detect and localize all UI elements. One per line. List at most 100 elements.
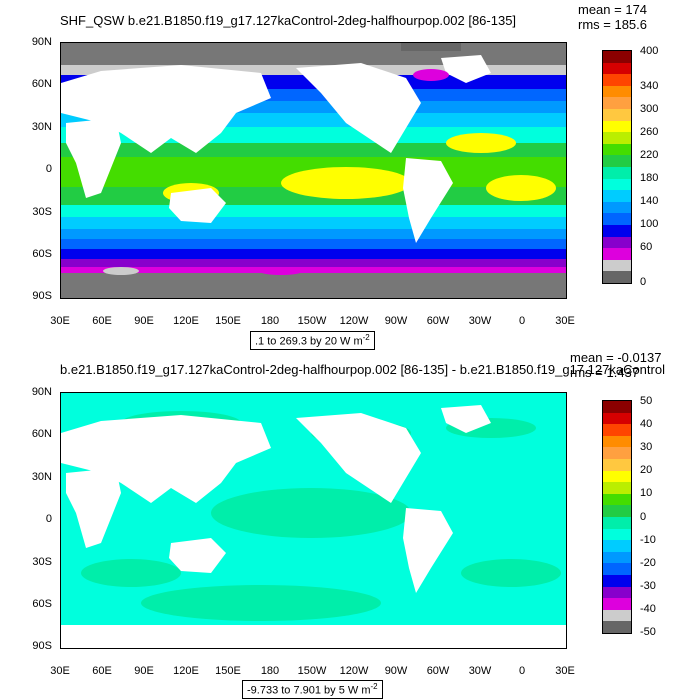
colorbar-swatch: [603, 424, 631, 437]
lon-label: 30E: [50, 315, 70, 327]
lon-label: 120W: [339, 315, 369, 327]
colorbar-label: -10: [640, 534, 656, 546]
colorbar-swatch: [603, 190, 631, 203]
lon-label: 60W: [426, 665, 450, 677]
lon-label: 30E: [555, 665, 575, 677]
colorbar-swatch: [603, 85, 631, 98]
lon-label: 0: [518, 315, 526, 327]
lon-label: 90E: [134, 665, 154, 677]
colorbar-swatch: [603, 540, 631, 553]
bottom-stats: mean = -0.0137 rms = 1.437: [570, 350, 661, 380]
colorbar-label: -40: [640, 603, 656, 615]
top-colorbar: [602, 50, 632, 284]
colorbar-label: 20: [640, 464, 653, 476]
lon-label: 120W: [339, 665, 369, 677]
antarctica-land: [61, 625, 566, 648]
colorbar-swatch: [603, 470, 631, 483]
antarctic-band: [61, 273, 566, 298]
colorbar-label: 340: [640, 80, 659, 92]
africa-land: [66, 468, 121, 548]
lat-label: 60S: [32, 598, 52, 610]
australia-land: [169, 538, 226, 573]
lat-label: 90S: [32, 290, 52, 302]
colorbar-label: 220: [640, 149, 659, 161]
colorbar-swatch: [603, 62, 631, 75]
colorbar-swatch: [603, 586, 631, 599]
colorbar-swatch: [603, 575, 631, 588]
bottom-range-text: -9.733 to 7.901 by 5 W m: [247, 684, 371, 697]
colorbar-swatch: [603, 201, 631, 214]
lat-label: 0: [45, 163, 52, 175]
lat-label: 60N: [31, 78, 52, 90]
lon-label: 90W: [384, 665, 408, 677]
colorbar-swatch: [603, 621, 631, 634]
colorbar-label: 0: [640, 276, 647, 288]
colorbar-swatch: [603, 505, 631, 518]
colorbar-swatch: [603, 236, 631, 249]
colorbar-swatch: [603, 551, 631, 564]
colorbar-swatch: [603, 213, 631, 226]
top-map-field: [61, 43, 566, 298]
bottom-range-unit-exponent: -2: [370, 682, 378, 691]
colorbar-swatch: [603, 120, 631, 133]
lon-label: 120E: [173, 315, 199, 327]
lon-label: 180: [260, 665, 280, 677]
top-range-box: .1 to 269.3 by 20 W m-2: [250, 331, 375, 350]
colorbar-label: -30: [640, 580, 656, 592]
bottom-colorbar: [602, 400, 632, 634]
colorbar-label: 30: [640, 441, 653, 453]
colorbar-label: 60: [640, 241, 653, 253]
colorbar-swatch: [603, 167, 631, 180]
lat-label: 30N: [31, 121, 52, 133]
greenland-land: [441, 55, 491, 83]
top-range-text: .1 to 269.3 by 20 W m: [255, 335, 363, 348]
colorbar-label: 300: [640, 103, 659, 115]
bottom-map-field: [61, 393, 566, 648]
colorbar-swatch: [603, 109, 631, 122]
lat-label: 30S: [32, 206, 52, 218]
colorbar-swatch: [603, 598, 631, 611]
colorbar-swatch: [603, 401, 631, 414]
colorbar-swatch: [603, 51, 631, 64]
bottom-plot-title: b.e21.B1850.f19_g17.127kaControl-2deg-ha…: [60, 362, 665, 377]
colorbar-label: -20: [640, 557, 656, 569]
colorbar-label: -50: [640, 626, 656, 638]
lon-label: 150E: [215, 665, 241, 677]
colorbar-swatch: [603, 259, 631, 272]
colorbar-swatch: [603, 412, 631, 425]
top-plot-title: SHF_QSW b.e21.B1850.f19_g17.127kaControl…: [60, 13, 517, 28]
lat-label: 90N: [31, 36, 52, 48]
colorbar-swatch: [603, 143, 631, 156]
lon-label: 150E: [215, 315, 241, 327]
colorbar-label: 10: [640, 487, 653, 499]
colorbar-swatch: [603, 447, 631, 460]
top-range-unit-exponent: -2: [362, 333, 370, 342]
southern-ocean-band: [61, 249, 566, 259]
lon-label: 30E: [555, 315, 575, 327]
lat-label: 90S: [32, 640, 52, 652]
colorbar-label: 40: [640, 418, 653, 430]
colorbar-swatch: [603, 178, 631, 191]
australia-land: [169, 188, 226, 223]
bottom-rms: rms = 1.437: [570, 365, 640, 380]
africa-land: [66, 118, 121, 198]
lon-label: 90E: [134, 315, 154, 327]
top-stats: mean = 174 rms = 185.6: [578, 2, 647, 32]
bottom-map: [60, 392, 567, 649]
eurasia-land: [61, 415, 271, 503]
lat-label: 30N: [31, 471, 52, 483]
lat-label: 0: [45, 513, 52, 525]
greenland-land: [441, 405, 491, 433]
top-map: [60, 42, 567, 299]
lon-label: 60E: [92, 315, 112, 327]
lon-label: 120E: [173, 665, 199, 677]
bottom-mean: mean = -0.0137: [570, 350, 662, 365]
colorbar-label: 400: [640, 45, 659, 57]
colorbar-swatch: [603, 132, 631, 145]
south-pacific-high: [281, 167, 411, 199]
colorbar-swatch: [603, 155, 631, 168]
top-rms: rms = 185.6: [578, 17, 648, 32]
lon-label: 30W: [468, 665, 492, 677]
north-america-land: [296, 413, 421, 503]
colorbar-label: 50: [640, 395, 653, 407]
